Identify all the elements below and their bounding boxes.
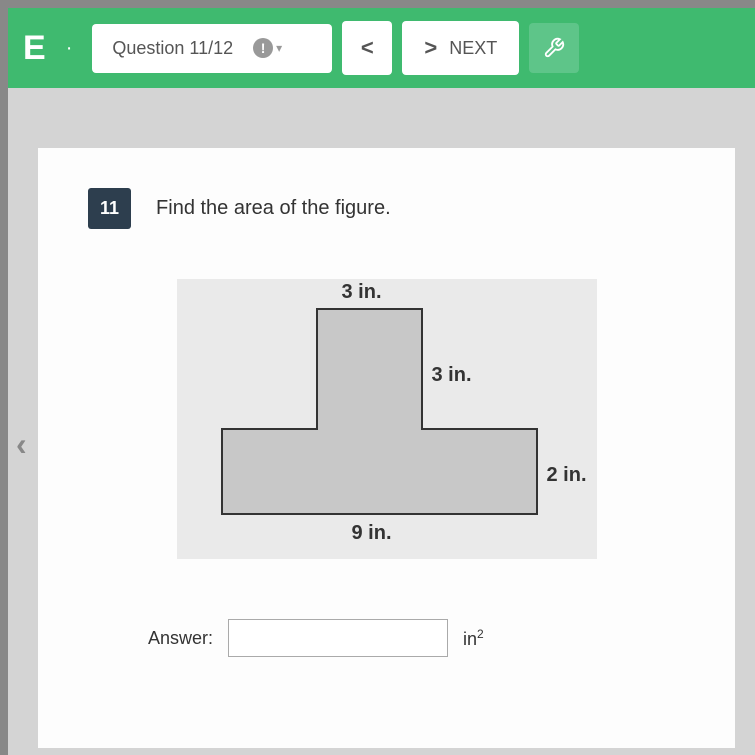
question-prompt: Find the area of the figure.	[156, 197, 391, 220]
dimension-right-upper: 3 in.	[432, 364, 472, 387]
prev-button[interactable]: <	[342, 21, 392, 75]
info-dropdown[interactable]: ! ▾	[253, 38, 282, 58]
dimension-top: 3 in.	[342, 281, 382, 304]
next-label: NEXT	[449, 38, 497, 59]
chevron-right-icon: >	[424, 35, 437, 61]
answer-row: Answer: in2	[88, 619, 685, 657]
t-shape-path	[222, 309, 537, 514]
logo-dot: ·	[66, 37, 73, 60]
chevron-down-icon: ▾	[276, 41, 282, 55]
wrench-icon	[543, 37, 565, 59]
chevron-left-icon: <	[361, 35, 374, 61]
answer-input[interactable]	[228, 619, 448, 657]
next-button[interactable]: > NEXT	[402, 21, 519, 75]
question-number-badge: 11	[88, 188, 131, 229]
composite-shape-svg	[177, 279, 597, 559]
figure-diagram: 3 in. 3 in. 2 in. 9 in.	[177, 279, 597, 559]
header-bar: E · Question 11/12 ! ▾ < > NEXT	[8, 8, 755, 88]
question-content: 11 Find the area of the figure. 3 in. 3 …	[38, 148, 735, 748]
app-logo: E	[23, 29, 46, 68]
dimension-right-lower: 2 in.	[547, 464, 587, 487]
question-counter: Question 11/12	[112, 38, 233, 59]
side-prev-arrow[interactable]: ‹	[8, 418, 35, 471]
info-icon: !	[253, 38, 273, 58]
dimension-bottom: 9 in.	[352, 522, 392, 545]
tools-button[interactable]	[529, 23, 579, 73]
answer-unit: in2	[463, 627, 484, 650]
answer-label: Answer:	[148, 628, 213, 649]
question-selector[interactable]: Question 11/12 ! ▾	[92, 24, 332, 73]
